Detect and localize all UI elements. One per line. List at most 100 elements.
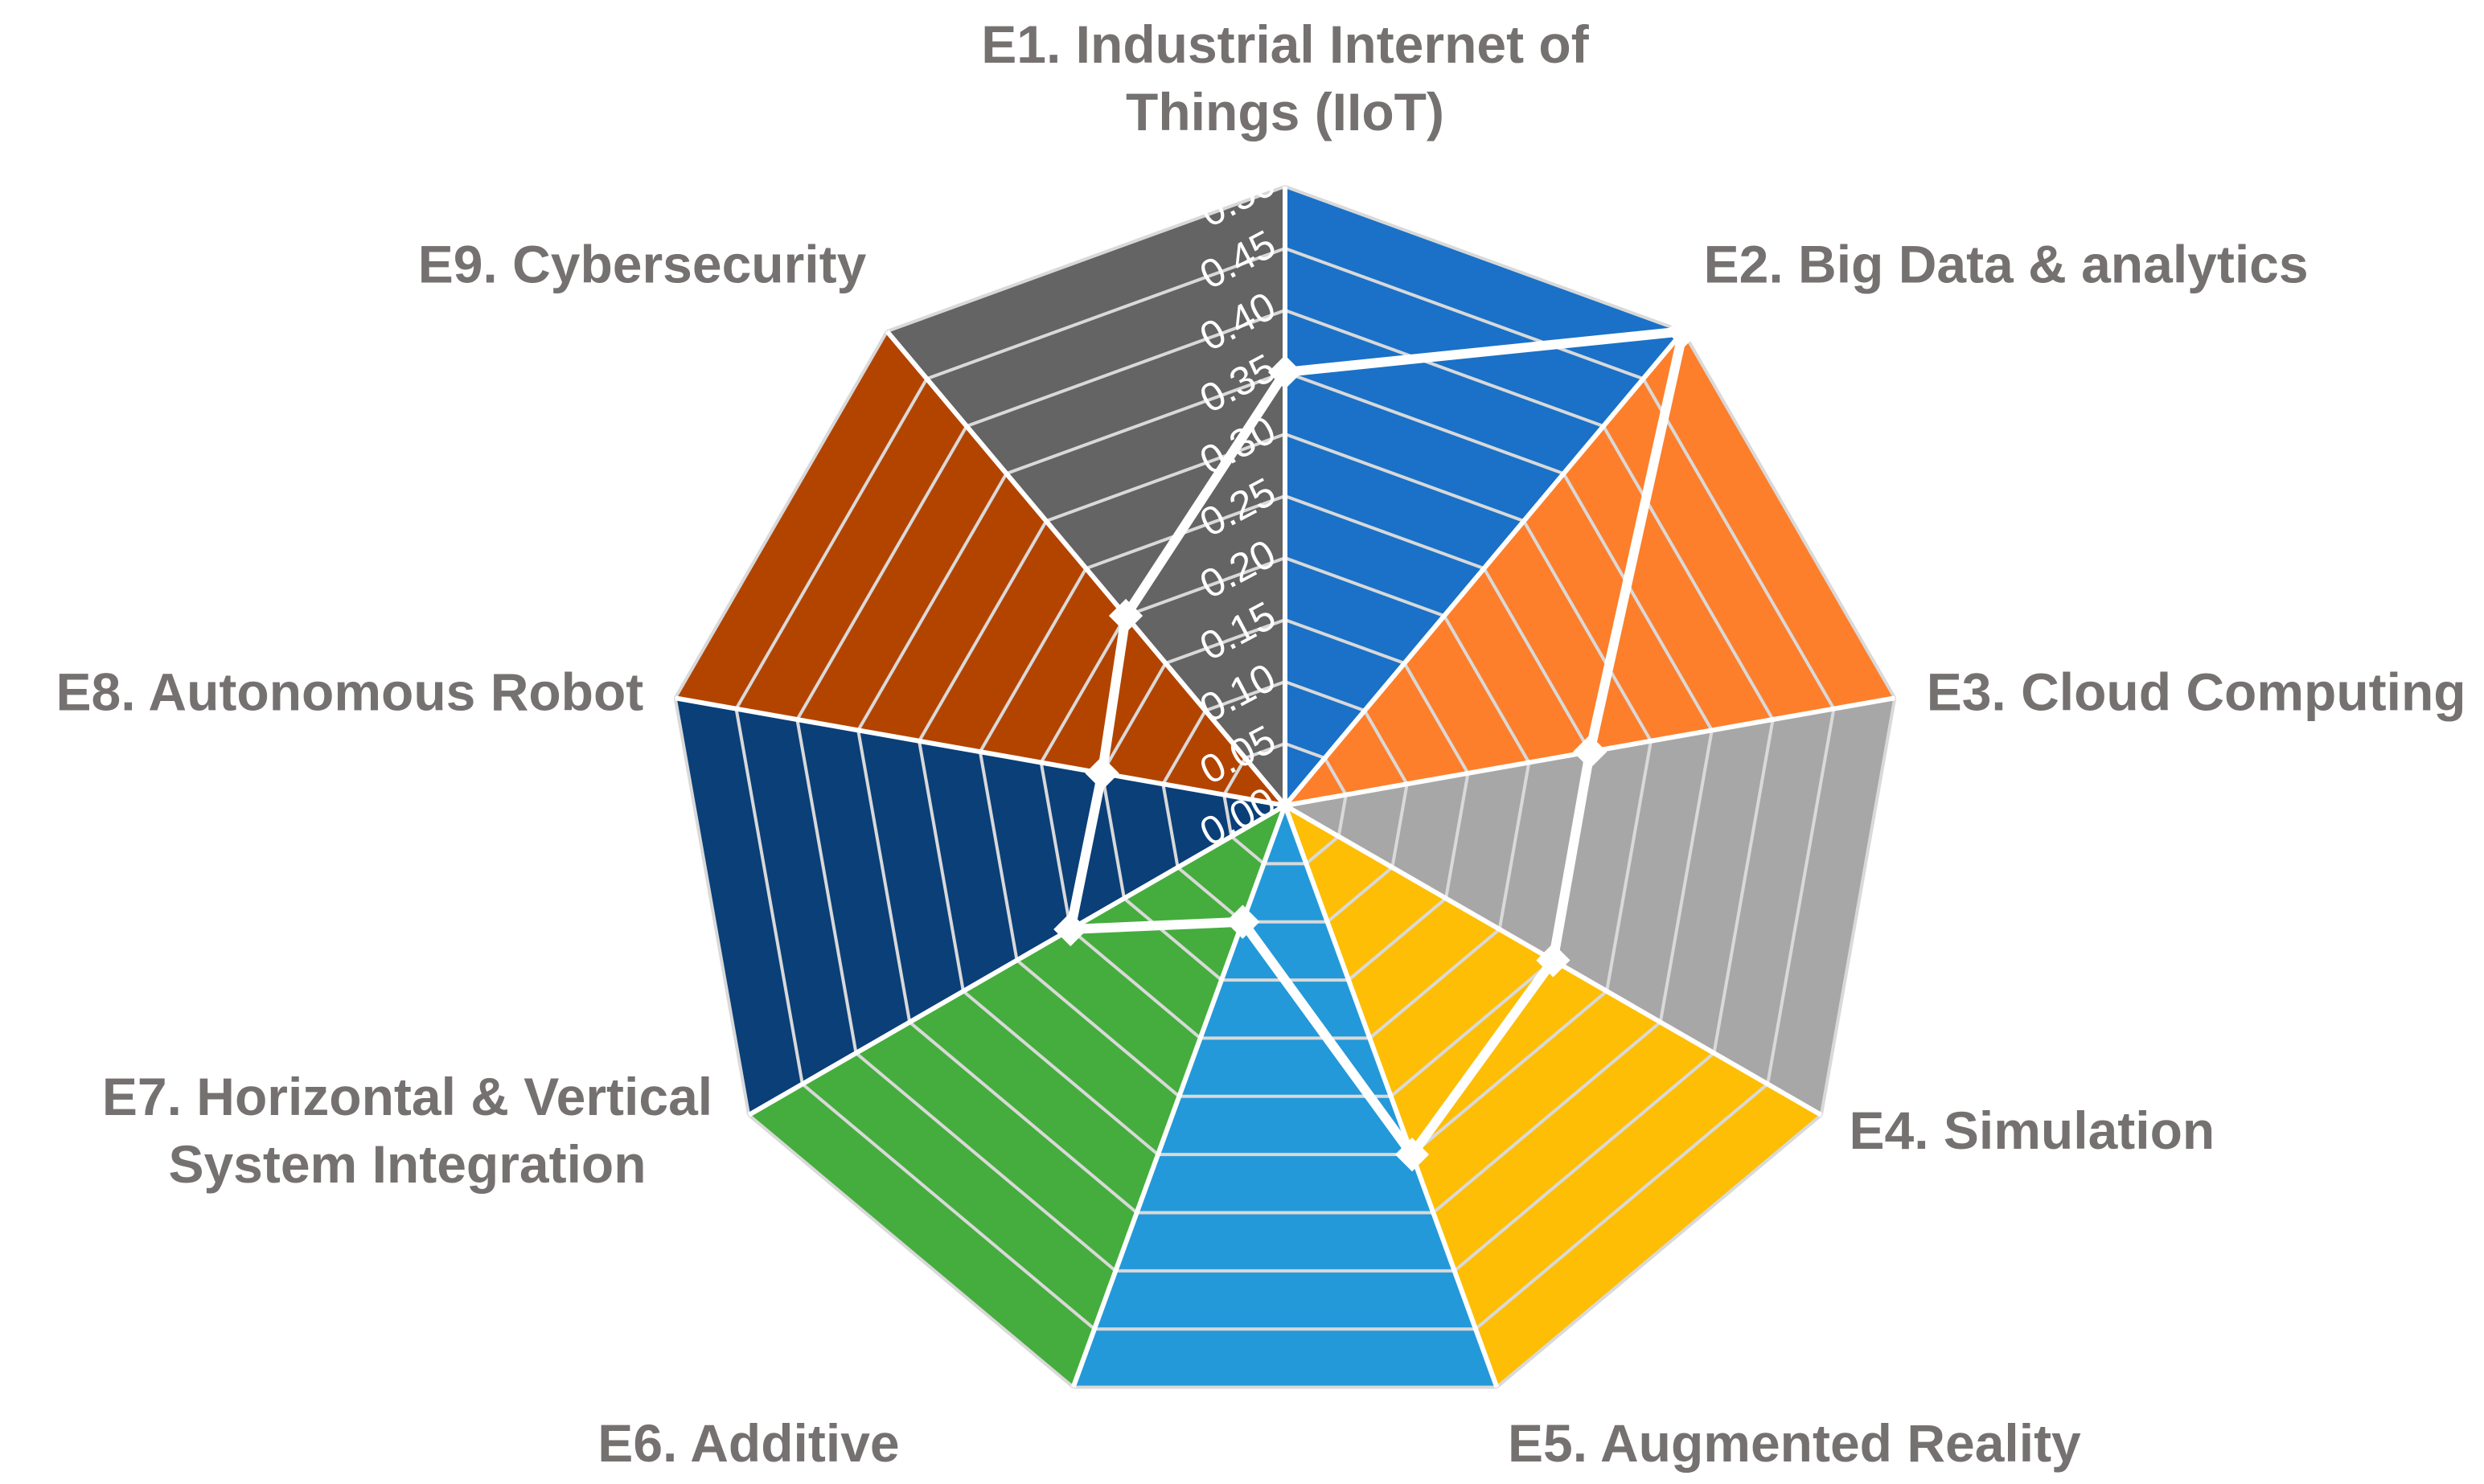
gridline xyxy=(1819,697,1897,1116)
data-point-9 xyxy=(1108,598,1143,633)
gridline xyxy=(1474,1082,1769,1330)
sector-6 xyxy=(749,806,1285,1388)
sector-layer xyxy=(675,187,1895,1388)
gridline xyxy=(1562,473,1714,732)
gridline xyxy=(918,740,965,992)
gridline xyxy=(1164,618,1286,665)
spoke-5 xyxy=(1283,804,1500,1388)
gridline xyxy=(1336,794,1348,837)
data-point-8 xyxy=(1085,756,1119,791)
category-label-6: Manufacturing xyxy=(566,1481,932,1484)
gridline xyxy=(1497,762,1531,930)
gridline xyxy=(1123,896,1223,982)
spoke-2 xyxy=(1283,330,1685,807)
gridline xyxy=(795,719,858,1054)
category-label-1: Things (IIoT) xyxy=(1126,82,1444,141)
gridline xyxy=(1641,378,1836,710)
category-label-3: E3. Cloud Computing xyxy=(1927,662,2466,721)
gridline xyxy=(1305,834,1340,865)
gridline xyxy=(908,1020,1138,1215)
gridline xyxy=(1712,719,1775,1054)
spoke-6 xyxy=(1070,804,1287,1388)
series-line xyxy=(1065,326,1688,1160)
gridline xyxy=(1100,773,1126,899)
gridline xyxy=(734,708,804,1084)
gridline xyxy=(1284,494,1485,570)
data-point-1 xyxy=(1267,355,1303,390)
category-label-1: E1. Industrial Internet of xyxy=(981,14,1589,74)
gridline xyxy=(1390,783,1409,868)
gridline xyxy=(1453,1052,1715,1273)
category-label-6: E6. Additive xyxy=(597,1413,899,1473)
gridline xyxy=(1482,568,1591,753)
gridline xyxy=(1326,866,1394,924)
gridline xyxy=(1681,330,1897,699)
gridline xyxy=(1347,896,1447,982)
gridline xyxy=(1100,662,1168,774)
sector-8 xyxy=(675,331,1285,806)
gridline xyxy=(1522,520,1653,742)
gridline xyxy=(1284,680,1365,712)
gridline xyxy=(1284,247,1644,381)
category-label-7: E7. Horizontal & Vertical xyxy=(102,1067,712,1126)
series-layer xyxy=(1053,314,1701,1172)
gridline xyxy=(801,1082,1096,1330)
gridline xyxy=(962,990,1160,1156)
gridline xyxy=(1176,866,1244,924)
gridline xyxy=(1284,185,1684,334)
sector-7 xyxy=(675,698,1285,1115)
gridline xyxy=(1602,425,1775,721)
gridline xyxy=(1222,794,1234,837)
gridline xyxy=(979,568,1088,753)
gridline xyxy=(1369,928,1501,1039)
gridline xyxy=(734,378,929,710)
gridline xyxy=(1039,615,1127,764)
gridline xyxy=(1039,762,1073,930)
gridline xyxy=(747,1113,1074,1389)
gridline xyxy=(1244,742,1286,760)
category-label-5: E5. Augmented Reality xyxy=(1508,1413,2081,1473)
gridline xyxy=(1016,958,1180,1098)
data-point-5 xyxy=(1394,1138,1430,1172)
sector-9 xyxy=(887,187,1285,806)
gridline xyxy=(855,1052,1117,1273)
gridline xyxy=(1658,730,1714,1023)
gridline xyxy=(1222,757,1247,796)
data-point-6 xyxy=(1226,904,1260,939)
category-label-9: E9. Cybersecurity xyxy=(418,235,867,294)
gridline xyxy=(1284,309,1604,428)
gridline xyxy=(673,330,889,699)
gridline xyxy=(1323,757,1348,796)
gridline xyxy=(1125,556,1286,617)
sector-2 xyxy=(1285,331,1895,806)
gridline xyxy=(1443,615,1531,764)
gridline xyxy=(1390,958,1554,1098)
gridline xyxy=(1363,710,1409,785)
spoke-7 xyxy=(747,803,1287,1117)
gridline xyxy=(1766,708,1836,1084)
spoke-9 xyxy=(885,330,1287,807)
data-point-7 xyxy=(1053,912,1088,947)
gridline xyxy=(1161,710,1207,785)
gridline xyxy=(1496,1113,1823,1389)
data-point-2 xyxy=(1665,314,1701,349)
data-point-3 xyxy=(1573,735,1607,769)
category-label-2: E2. Big Data & analytics xyxy=(1704,235,2309,294)
tick-label-layer: 0.000.050.100.150.200.250.300.350.400.45… xyxy=(1193,159,1283,855)
gridline xyxy=(1284,371,1565,475)
category-label-8: E8. Autonomous Robot xyxy=(55,662,643,721)
data-point-4 xyxy=(1536,943,1570,978)
category-label-7: System Integration xyxy=(168,1134,646,1194)
sector-4 xyxy=(1285,806,1821,1388)
sector-3 xyxy=(1285,698,1895,1115)
gridline xyxy=(886,185,1286,334)
gridline xyxy=(1605,740,1653,992)
gridline xyxy=(918,520,1048,742)
gridline xyxy=(1045,432,1286,523)
gridline xyxy=(1444,773,1470,899)
gridline xyxy=(1230,834,1265,865)
gridline xyxy=(1205,680,1286,712)
gridline xyxy=(1402,662,1470,774)
spoke-8 xyxy=(675,695,1286,808)
